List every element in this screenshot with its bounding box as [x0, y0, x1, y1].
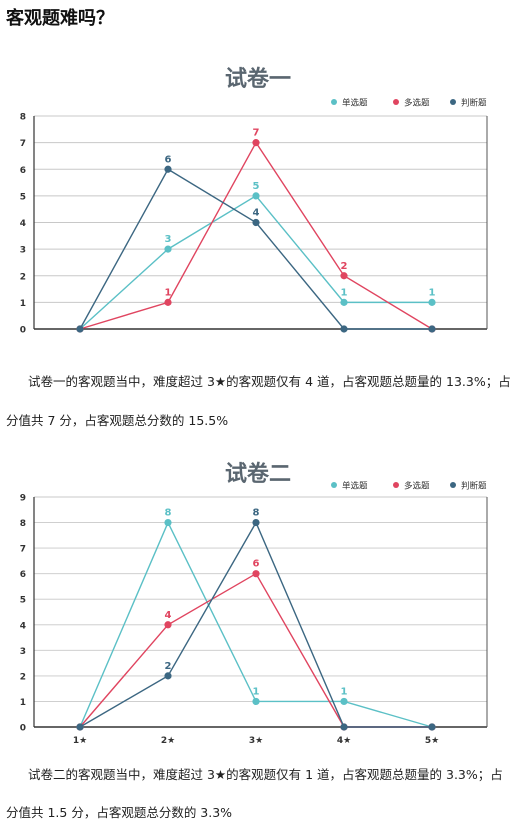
chart2-x-tick-label: 1★ [73, 736, 87, 746]
chart2-series-1-point [164, 518, 172, 527]
chart1-series-2-point [252, 139, 260, 147]
chart1-title: 试卷一 [225, 66, 291, 92]
chart1-series-1-data-label: 1 [429, 287, 436, 298]
chart2-y-tick-label: 4 [20, 621, 26, 631]
chart2-y-tick-label: 2 [20, 672, 26, 682]
chart1-series-3-data-label: 6 [165, 154, 172, 165]
chart1-series-3-point [164, 165, 172, 173]
chart2-series-1-data-label: 1 [253, 686, 260, 697]
chart2-series-2-point [252, 570, 260, 578]
chart2-y-tick-label: 8 [20, 519, 26, 529]
chart1-series-2-point [340, 272, 348, 280]
chart2-series-3-point [428, 723, 436, 731]
chart2-series-3-point [164, 672, 172, 680]
chart1-series-1-data-label: 5 [253, 181, 260, 192]
chart1-legend-label-1: 单选题 [342, 98, 368, 109]
chart2-y-tick-label: 1 [20, 698, 26, 708]
chart2-y-tick-label: 3 [20, 647, 26, 657]
page-heading: 客观题难吗？ [6, 8, 114, 29]
chart1-y-tick-label: 3 [20, 246, 26, 256]
chart2-x-tick-label: 5★ [425, 736, 439, 746]
chart2-series-2-point [164, 621, 172, 629]
chart2-series-3-data-label: 8 [253, 508, 260, 519]
chart1-legend-marker-1 [331, 99, 337, 105]
chart2-series-2-data-label: 6 [253, 559, 260, 570]
chart2-series-3-data-label: 2 [165, 661, 172, 672]
chart1-y-tick-label: 4 [20, 219, 26, 229]
chart1-legend-marker-2 [393, 99, 399, 105]
chart2-series-1-point [340, 697, 348, 706]
chart1-series-2-data-label: 2 [341, 261, 348, 272]
chart1-series-2-data-label: 7 [253, 128, 260, 139]
chart1-series-2-point [164, 298, 172, 306]
chart1-y-tick-label: 7 [20, 139, 26, 149]
chart2-series-3-point [340, 723, 348, 731]
chart1-series-3-point [340, 325, 348, 333]
chart1-series-1-point [340, 298, 348, 306]
chart2-series-1-data-label: 8 [165, 508, 172, 519]
chart2-x-tick-label: 2★ [161, 736, 175, 746]
chart1-series-2-data-label: 1 [165, 287, 172, 298]
chart1-y-tick-label: 8 [20, 113, 26, 123]
chart2-series-1-data-label: 1 [341, 686, 348, 697]
chart2-x-tick-label: 3★ [249, 736, 263, 746]
chart2-legend-marker-3 [450, 482, 456, 488]
chart1-legend-label-2: 多选题 [404, 98, 430, 109]
chart2-x-tick-label: 4★ [337, 736, 351, 746]
chart1-y-tick-label: 6 [20, 166, 26, 176]
chart2-series-3-point [252, 518, 260, 527]
chart2-y-tick-label: 9 [20, 494, 26, 504]
paper-2-summary-line-2: 分值共 1.5 分，占客观题总分数的 3.3% [6, 805, 233, 820]
chart2-legend-label-3: 判断题 [461, 481, 487, 492]
chart1-legend-marker-3 [450, 99, 456, 105]
chart1-y-tick-label: 1 [20, 299, 26, 309]
chart2-legend-marker-2 [393, 482, 399, 488]
chart1-y-tick-label: 5 [20, 192, 26, 202]
chart2-y-tick-label: 0 [20, 724, 26, 734]
chart1-series-3-data-label: 4 [253, 208, 260, 219]
chart1-y-tick-label: 0 [20, 326, 26, 336]
chart1-series-1-data-label: 1 [341, 287, 348, 298]
chart2-series-2-data-label: 4 [165, 610, 172, 621]
paper-1-summary-line-1: 试卷一的客观题当中，难度超过 3★的客观题仅有 4 道，占客观题总题量的 13.… [28, 374, 511, 389]
chart1-series-3-point [252, 218, 260, 227]
chart2-series-3-point [76, 723, 84, 731]
chart1-series-1-point [164, 245, 172, 253]
paper-2-summary-line-1: 试卷二的客观题当中，难度超过 3★的客观题仅有 1 道，占客观题总题量的 3.3… [28, 767, 503, 782]
chart1-series-1-point [252, 192, 260, 200]
chart2-legend-label-2: 多选题 [404, 481, 430, 492]
chart1-series-3-point [428, 325, 436, 333]
chart2-legend-marker-1 [331, 482, 337, 488]
chart2-y-tick-label: 7 [20, 545, 26, 555]
chart2-series-1-point [252, 697, 260, 706]
chart2-y-tick-label: 6 [20, 570, 26, 580]
chart1-series-3-point [76, 325, 84, 333]
chart1-y-tick-label: 2 [20, 272, 26, 282]
chart-paper-2: 试卷二单选题 多选题 判断题 0 1 2 3 4 5 6 7 8 9 1★ 2★ 3★ 4★ 5★ 8 1 1 4 6 2 8 [20, 461, 488, 746]
chart2-title: 试卷二 [225, 461, 291, 487]
chart2-y-tick-label: 5 [20, 596, 26, 606]
chart1-series-1-data-label: 3 [165, 234, 172, 245]
chart1-legend-label-3: 判断题 [461, 98, 487, 109]
chart1-series-1-point [428, 298, 436, 306]
chart1-series-line-2 [79, 141, 433, 330]
paper-1-summary-line-2: 分值共 7 分，占客观题总分数的 15.5% [6, 413, 229, 428]
chart2-legend-label-1: 单选题 [342, 481, 368, 492]
